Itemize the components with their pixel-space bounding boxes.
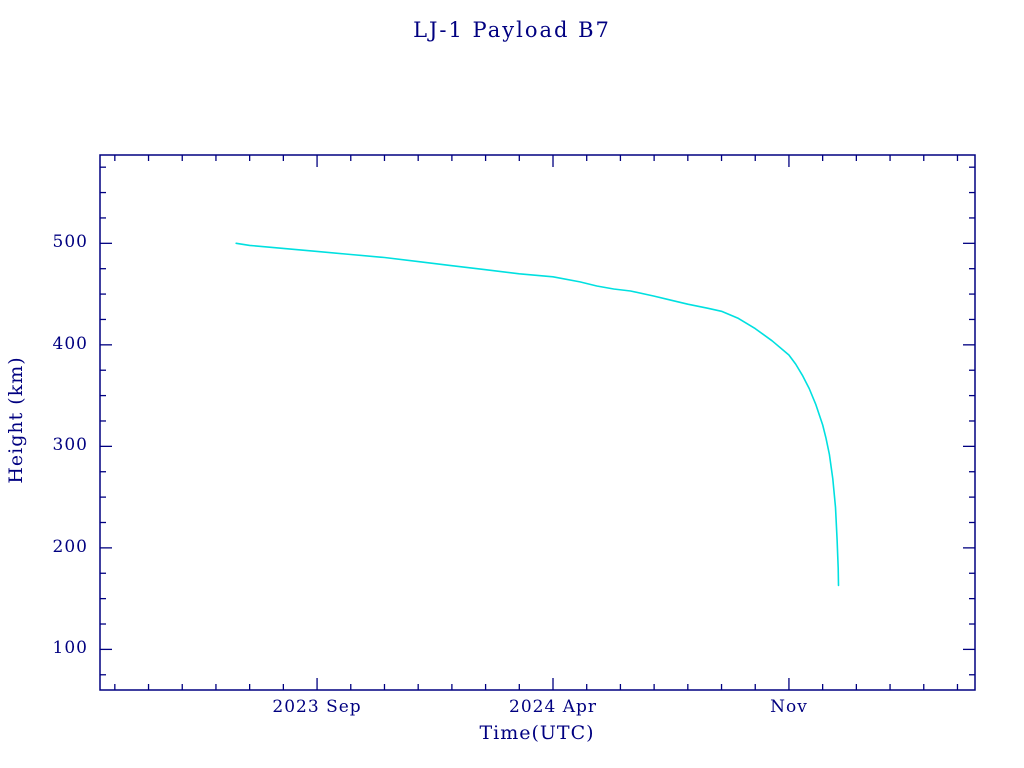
x-tick-label: 2023 Sep [272,697,362,717]
x-tick-label: 2024 Apr [509,697,597,717]
y-tick-label: 200 [52,536,88,557]
x-tick-label: Nov [770,697,808,717]
x-axis-label: Time(UTC) [479,722,595,744]
y-tick-label: 500 [52,232,88,253]
y-tick-label: 300 [52,435,88,456]
chart-title: LJ-1 Payload B7 [413,18,611,42]
y-tick-label: 100 [52,638,88,659]
y-tick-label: 400 [52,333,88,354]
decay-curve [235,242,840,587]
plot-frame [99,154,976,691]
